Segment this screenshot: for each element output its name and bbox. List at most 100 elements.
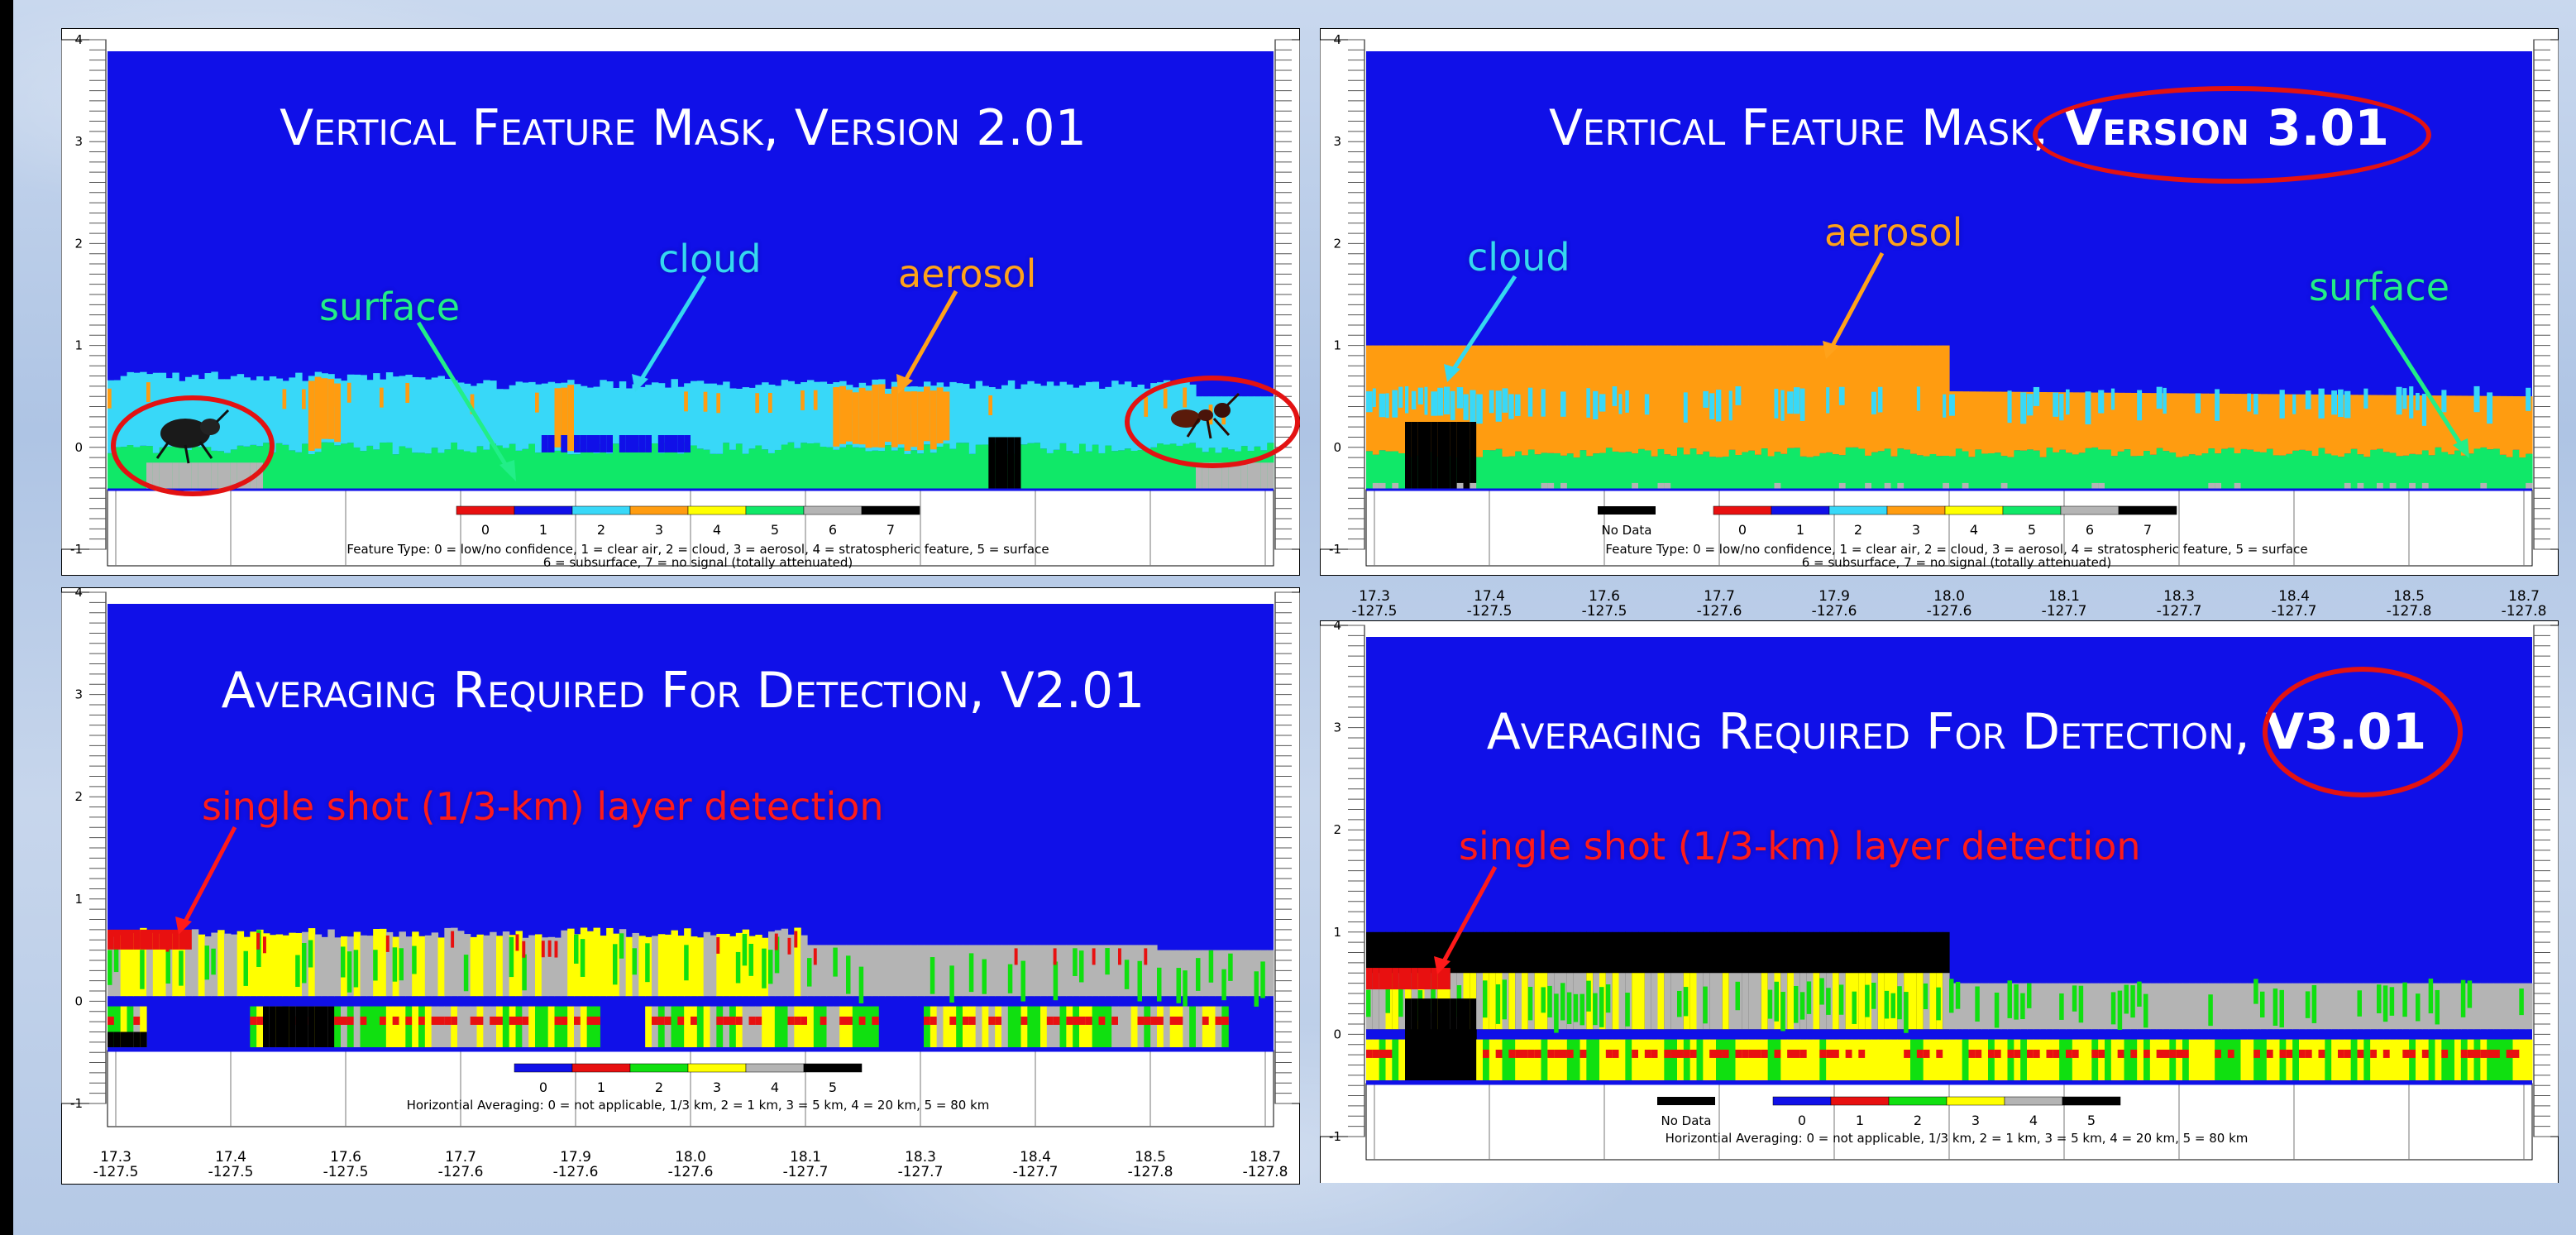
avg-upper-cell [1916, 973, 1924, 1030]
aerosol-cell [2499, 395, 2507, 455]
surface-cell [289, 450, 296, 490]
surface-cell [671, 444, 678, 490]
surface-cell [2234, 452, 2242, 490]
aerosol-cell [2506, 395, 2514, 457]
avg-lower-cell [2377, 1039, 2384, 1081]
surface-cell [1858, 448, 1866, 490]
avg-upper-cell [224, 933, 232, 997]
avg-singleshot-cell [787, 1016, 795, 1025]
x-tick-label-lon: -127.5 [208, 1164, 254, 1180]
aerosol-cell [2370, 395, 2378, 450]
avg-upper-cell [904, 945, 911, 997]
surface-cell [1923, 456, 1931, 490]
avg-lower-cell [2085, 1039, 2092, 1081]
surface-cell [1566, 453, 1575, 490]
y-tick-label: 4 [1333, 620, 1341, 633]
avg-upper-cell [289, 932, 296, 997]
avg-upper-cell [2195, 983, 2203, 1030]
aerosol-cell [2363, 395, 2371, 457]
avg-lower-cell [1183, 1006, 1190, 1048]
y-tick-label: 2 [1333, 822, 1341, 837]
avg-upper-cell [729, 936, 737, 997]
avg-singleshot-cell [2046, 1049, 2053, 1058]
cloud-cell [1437, 387, 1444, 416]
surface-cell [1884, 448, 1892, 490]
surface-cell [1527, 449, 1536, 490]
avg-singleshot-cell [2318, 1049, 2325, 1058]
surface-cell [1027, 443, 1035, 490]
avg-upper-cell [897, 945, 906, 997]
avg-lower-cell [963, 1006, 970, 1048]
aerosol-cell [1632, 345, 1639, 454]
avg-upper-cell [230, 934, 238, 997]
avg-lower-cell [1904, 1039, 1911, 1081]
surface-cell [2033, 450, 2041, 490]
surface-cell [872, 450, 879, 490]
cloud-cell [1040, 385, 1048, 449]
avg-lower-cell [574, 1006, 581, 1048]
aerosol-cell [943, 391, 950, 441]
surface-cell [2020, 450, 2028, 490]
annotation-surface: surface [319, 285, 461, 329]
cloud-cell [2396, 386, 2402, 415]
cloud-cell [1949, 394, 1955, 416]
x-tick-label-lon: -127.8 [2502, 603, 2547, 620]
avg-singleshot-cell [1014, 948, 1018, 965]
avg-lower-cell [1689, 1039, 1698, 1081]
surface-cell [2377, 448, 2384, 490]
aerosol-cell [2240, 394, 2248, 449]
avg-1km-cell [580, 939, 585, 977]
avg-singleshot-cell [1417, 968, 1426, 990]
avg-1km-cell [2027, 983, 2032, 1008]
surface-cell [1534, 454, 1542, 490]
avg-singleshot-cell [1202, 1016, 1210, 1025]
surface-cell [1748, 450, 1756, 490]
avg-lower-cell [2234, 1039, 2242, 1081]
aerosol-cell [2169, 393, 2177, 453]
avg-lower-cell [716, 1006, 724, 1048]
avg-upper-cell [120, 935, 128, 997]
colorbar-label: 5 [829, 1079, 837, 1095]
surface-cell [2027, 449, 2034, 490]
avg-1km-cell [1105, 948, 1110, 975]
avg-lower-cell [346, 1006, 355, 1048]
avg-singleshot-cell [1379, 1049, 1387, 1058]
avg-lower-cell [729, 1006, 737, 1048]
aerosol-cell [1994, 391, 2002, 453]
avg-lower-cell [1742, 1039, 1749, 1081]
colorbar-label: 2 [597, 522, 605, 538]
avg-upper-cell [496, 936, 504, 997]
clear-air-cell [684, 435, 691, 452]
surface-cell [897, 448, 906, 490]
surface-cell [2247, 449, 2254, 490]
cloud-cell [528, 381, 536, 444]
aerosol-cell [2416, 395, 2423, 455]
cloud-cell [451, 380, 458, 443]
avg-singleshot-cell [2467, 1049, 2475, 1058]
surface-cell [619, 450, 627, 490]
cloud-cell [1593, 390, 1599, 419]
surface-cell [366, 445, 374, 490]
avg-lower-cell [2007, 1039, 2014, 1081]
subsurface-cell [1838, 482, 1847, 490]
colorbar-label: 4 [713, 522, 721, 538]
surface-cell [1560, 455, 1568, 490]
avg-upper-cell [2182, 983, 2190, 1030]
aerosol-cell [2188, 393, 2196, 455]
avg-lower-cell [2512, 1039, 2520, 1081]
surface-cell [327, 442, 335, 490]
surface-cell [275, 443, 284, 490]
avg-upper-cell [2338, 983, 2345, 1030]
avg-upper-cell [541, 937, 549, 997]
cloud-cell [1943, 394, 1947, 418]
avg-lower-cell [1020, 1006, 1028, 1048]
avg-lower-cell [1884, 1039, 1892, 1081]
avg-upper-cell [2215, 983, 2222, 1030]
surface-cell [1955, 448, 1963, 490]
cloud-cell [535, 384, 542, 453]
avg-upper-cell [1202, 950, 1210, 997]
surface-cell [2072, 454, 2080, 490]
surface-cell [2208, 448, 2215, 490]
cloud-cell [2033, 386, 2040, 406]
